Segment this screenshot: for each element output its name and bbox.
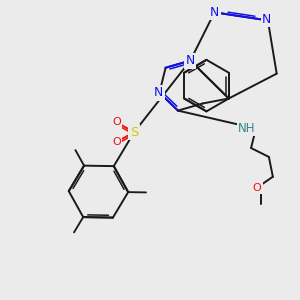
Text: O: O	[112, 117, 121, 127]
Text: NH: NH	[238, 122, 256, 135]
Text: S: S	[130, 126, 138, 139]
Text: N: N	[186, 54, 195, 67]
Text: N: N	[154, 86, 163, 99]
Text: N: N	[210, 6, 219, 19]
Text: O: O	[253, 183, 261, 193]
Text: N: N	[262, 13, 272, 26]
Text: O: O	[112, 137, 121, 147]
